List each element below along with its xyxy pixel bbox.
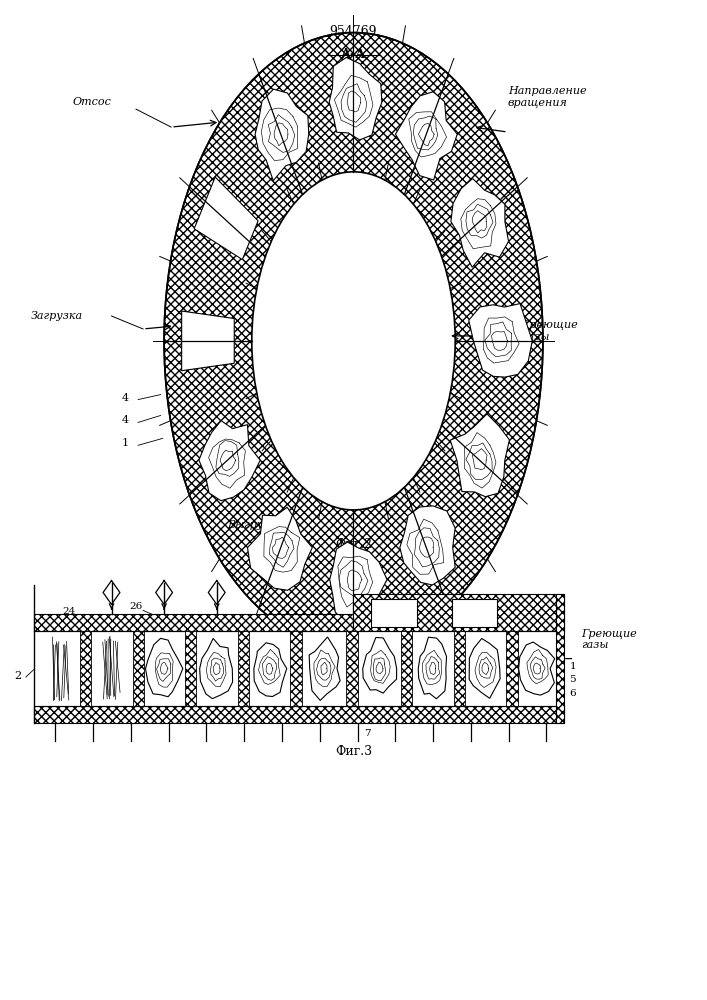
Polygon shape — [35, 631, 564, 706]
Text: 19: 19 — [335, 595, 349, 604]
Text: 4: 4 — [122, 415, 129, 425]
Polygon shape — [309, 637, 340, 700]
Polygon shape — [469, 304, 532, 377]
Text: Б-Б: Б-Б — [340, 580, 367, 593]
Polygon shape — [450, 414, 510, 497]
Polygon shape — [182, 311, 234, 371]
Polygon shape — [199, 638, 233, 699]
Polygon shape — [146, 638, 183, 697]
Polygon shape — [194, 177, 258, 260]
Polygon shape — [247, 507, 312, 590]
Polygon shape — [519, 642, 555, 695]
Polygon shape — [451, 178, 508, 267]
Text: 24: 24 — [63, 607, 76, 616]
Polygon shape — [363, 637, 397, 693]
Text: 20: 20 — [423, 595, 436, 604]
Polygon shape — [469, 638, 500, 698]
FancyBboxPatch shape — [185, 631, 197, 706]
Polygon shape — [329, 57, 382, 140]
Text: Греющие
газы: Греющие газы — [581, 628, 637, 650]
FancyBboxPatch shape — [401, 631, 412, 706]
Text: 7: 7 — [364, 729, 371, 738]
FancyBboxPatch shape — [132, 631, 144, 706]
Text: А-А: А-А — [341, 48, 366, 61]
FancyBboxPatch shape — [454, 631, 465, 706]
Polygon shape — [255, 89, 309, 181]
Ellipse shape — [252, 172, 455, 510]
Polygon shape — [329, 542, 387, 624]
Text: 5: 5 — [570, 675, 576, 684]
Text: 4: 4 — [122, 393, 129, 403]
FancyBboxPatch shape — [452, 599, 497, 627]
FancyBboxPatch shape — [80, 631, 91, 706]
Polygon shape — [395, 92, 457, 180]
Text: 23: 23 — [44, 637, 57, 646]
Polygon shape — [419, 637, 447, 699]
FancyBboxPatch shape — [35, 614, 354, 631]
Text: 1: 1 — [570, 662, 576, 671]
Text: 1: 1 — [122, 438, 129, 448]
Text: 25: 25 — [165, 680, 177, 689]
FancyBboxPatch shape — [346, 631, 358, 706]
Text: 26: 26 — [129, 602, 143, 611]
Polygon shape — [254, 643, 287, 697]
Polygon shape — [164, 33, 543, 649]
Text: Фиг.3: Фиг.3 — [335, 745, 372, 758]
FancyBboxPatch shape — [556, 594, 564, 723]
Text: Направление
вращения: Направление вращения — [508, 86, 586, 108]
Text: 954769: 954769 — [329, 25, 378, 38]
Text: Фиг.2: Фиг.2 — [335, 538, 372, 551]
Text: Выгрузка: Выгрузка — [228, 520, 284, 530]
Text: 6: 6 — [570, 689, 576, 698]
FancyBboxPatch shape — [291, 631, 302, 706]
Text: Греющие
газы: Греющие газы — [522, 320, 578, 342]
FancyBboxPatch shape — [238, 631, 249, 706]
Polygon shape — [199, 421, 260, 501]
Text: Отсос: Отсос — [73, 97, 112, 107]
FancyBboxPatch shape — [371, 599, 416, 627]
FancyBboxPatch shape — [35, 706, 564, 723]
FancyBboxPatch shape — [506, 631, 518, 706]
Text: 2: 2 — [15, 671, 22, 681]
Polygon shape — [400, 506, 455, 585]
FancyBboxPatch shape — [354, 594, 564, 631]
Text: Загрузка: Загрузка — [31, 311, 83, 321]
